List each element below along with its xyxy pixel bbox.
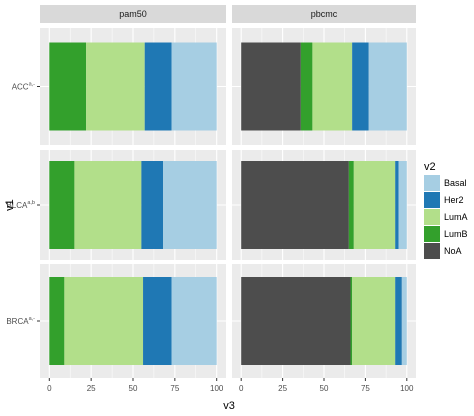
bar-segment-pbcmc-brca-lumb <box>350 277 353 365</box>
legend: v2 Basal Her2 LumA LumB NoA <box>424 161 468 259</box>
legend-swatch-her2 <box>424 192 440 208</box>
bar-segment-pbcmc-blca-lumb <box>348 161 354 249</box>
x-tick-label: 50 <box>129 384 138 393</box>
legend-label-lumb: LumB <box>444 229 468 239</box>
bar-segment-pbcmc-blca-noa <box>241 161 349 249</box>
x-tick-label: 50 <box>320 384 329 393</box>
facet-label-pbcmc: pbcmc <box>311 9 338 19</box>
bar-segment-pbcmc-blca-basal <box>398 161 407 249</box>
y-tick-label-blca: BLCAa,b <box>6 200 35 210</box>
bar-segment-pam50-acc-basal <box>171 42 217 131</box>
bar-segment-pbcmc-acc-basal <box>368 42 407 131</box>
legend-swatch-luma <box>424 209 440 225</box>
legend-label-her2: Her2 <box>444 195 464 205</box>
legend-label-noa: NoA <box>444 246 462 256</box>
facet-strip-pam50 <box>40 5 226 23</box>
bar-segment-pbcmc-blca-luma <box>353 161 396 249</box>
bar-segment-pbcmc-acc-her2 <box>352 42 369 131</box>
facet-strip-pbcmc <box>232 5 416 23</box>
y-axis-title: v1 <box>4 199 16 211</box>
bar-segment-pbcmc-acc-luma <box>312 42 353 131</box>
bar-segment-pam50-brca-her2 <box>143 277 172 365</box>
bar-segment-pbcmc-brca-luma <box>352 277 396 365</box>
bar-segment-pbcmc-acc-noa <box>241 42 301 131</box>
x-tick-label: 0 <box>239 384 244 393</box>
legend-swatch-noa <box>424 243 440 259</box>
bar-segment-pam50-acc-luma <box>86 42 145 131</box>
x-tick-label: 25 <box>278 384 287 393</box>
bar-segment-pam50-brca-lumb <box>49 277 65 365</box>
y-tick-label-brca: BRCAa,- <box>6 316 35 326</box>
bar-segment-pbcmc-blca-her2 <box>395 161 399 249</box>
bar-segment-pbcmc-brca-her2 <box>395 277 402 365</box>
legend-swatch-basal <box>424 175 440 191</box>
y-tick-label-acc: ACCa,- <box>12 82 35 92</box>
bar-segment-pam50-acc-lumb <box>49 42 87 131</box>
bar-segment-pbcmc-brca-basal <box>401 277 407 365</box>
legend-label-luma: LumA <box>444 212 468 222</box>
bar-segment-pam50-acc-her2 <box>144 42 172 131</box>
bar-segment-pam50-blca-luma <box>74 161 142 249</box>
bar-segment-pbcmc-brca-noa <box>241 277 351 365</box>
x-tick-label: 75 <box>361 384 370 393</box>
legend-swatch-lumb <box>424 226 440 242</box>
bar-segment-pam50-brca-luma <box>64 277 144 365</box>
x-tick-label: 75 <box>170 384 179 393</box>
bar-segment-pam50-brca-basal <box>171 277 217 365</box>
x-tick-label: 100 <box>210 384 224 393</box>
x-axis-title: v3 <box>223 400 235 412</box>
x-tick-label: 25 <box>87 384 96 393</box>
x-tick-label: 100 <box>400 384 414 393</box>
bar-segment-pam50-blca-basal <box>163 161 217 249</box>
x-tick-label: 0 <box>47 384 52 393</box>
bar-segment-pbcmc-acc-lumb <box>300 42 313 131</box>
bar-segment-pam50-blca-lumb <box>49 161 75 249</box>
facet-label-pam50: pam50 <box>119 9 147 19</box>
legend-label-basal: Basal <box>444 178 467 188</box>
legend-title: v2 <box>424 161 436 173</box>
bar-segment-pam50-blca-her2 <box>141 161 164 249</box>
